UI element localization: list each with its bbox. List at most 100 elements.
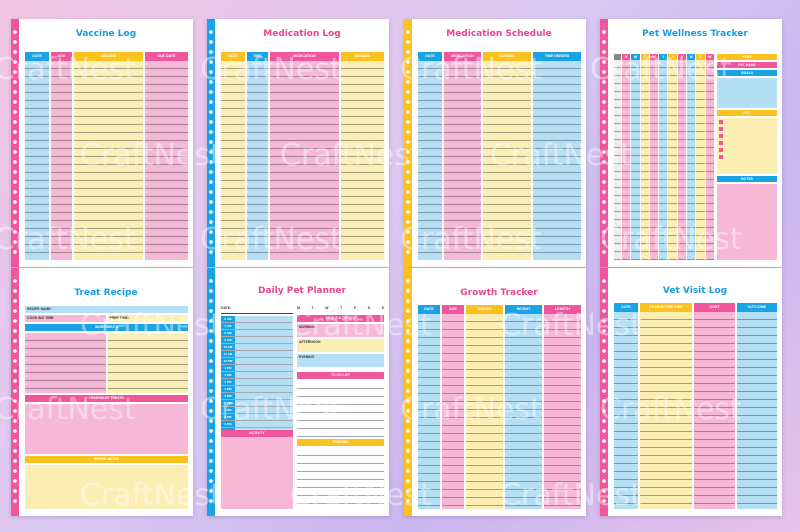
page-title: Pet Wellness Tracker — [642, 29, 748, 39]
time-slot: 7 AM — [221, 323, 293, 330]
column-body — [270, 61, 339, 260]
time-label: 4 PM — [221, 386, 235, 392]
habit-cells — [631, 60, 640, 260]
time-slot: 8 AM — [221, 330, 293, 337]
column-body — [247, 61, 268, 260]
time-label: 9 AM — [221, 337, 235, 343]
day-numbers — [614, 60, 621, 260]
recipe-name-field: RECIPE NAME: — [25, 306, 188, 313]
column-body — [25, 61, 49, 260]
spine-binding — [600, 19, 608, 267]
time-slot: 9 PM — [221, 421, 293, 428]
habit-column: M — [687, 54, 696, 260]
column-body — [544, 314, 581, 509]
column-body — [418, 314, 440, 509]
day-header: T — [659, 54, 668, 60]
time-slot: 6 AM — [221, 316, 293, 323]
log-table: DATE MEDICATION DOSAGE TIME NEEDED — [418, 52, 581, 260]
time-label: 8 PM — [221, 414, 235, 420]
column-body — [482, 61, 531, 260]
page-vaccine-log: Vaccine Log DATE AGE VACCINE DUE DATE — [11, 19, 193, 267]
habit-cells — [696, 60, 705, 260]
time-label: 11 AM — [221, 351, 235, 357]
log-table: DATE REASON FOR VISIT COST OUTCOME — [614, 303, 777, 509]
homemade-treats-area — [25, 404, 188, 454]
time-slot: 9 AM — [221, 337, 293, 344]
column-body — [74, 61, 143, 260]
spine-binding — [404, 19, 412, 267]
time-label: 2 PM — [221, 372, 235, 378]
habit-column: S — [622, 54, 631, 260]
column-body — [694, 312, 735, 509]
column-body — [466, 314, 503, 509]
habit-cells — [622, 60, 631, 260]
column-header: HEIGHT — [505, 305, 542, 314]
side-header-pet-name: PET NAME — [717, 62, 777, 68]
habit-column: W — [705, 54, 714, 260]
column-header: AGE — [442, 305, 464, 314]
column-body — [144, 61, 188, 260]
side-header-year: YEAR — [717, 54, 777, 60]
column-body — [532, 61, 581, 260]
training-list — [297, 448, 384, 509]
column-header: TIME NEEDED — [532, 52, 581, 61]
time-slot: 6 PM — [221, 400, 293, 407]
time-slot: 1 PM — [221, 365, 293, 372]
day-header: F — [668, 54, 677, 60]
column-header: DOSAGE — [340, 52, 384, 61]
column-header: MEDICATION — [270, 52, 339, 61]
weekday-label: T — [311, 306, 314, 310]
column-body — [418, 61, 442, 260]
habit-column: S — [677, 54, 687, 260]
ring-holes — [208, 278, 215, 506]
recipe-notes-header: RECIPE NOTES — [25, 456, 188, 463]
page-title: Treat Recipe — [74, 288, 138, 298]
habit-cells — [687, 60, 696, 260]
time-label: 7 AM — [221, 323, 235, 329]
habit-column: W — [649, 54, 659, 260]
ring-holes — [405, 278, 412, 506]
weekday-label: M — [297, 306, 300, 310]
page-medication-schedule: Medication Schedule DATE MEDICATION DOSA… — [404, 19, 586, 267]
homemade-treats-header: HOMEMADE TREATS — [25, 395, 188, 402]
weekday-label: S — [367, 306, 370, 310]
habit-cells — [677, 60, 687, 260]
spine-binding — [404, 268, 412, 516]
spine-binding — [11, 268, 19, 516]
time-slot: 10 AM — [221, 344, 293, 351]
day-header: W — [705, 54, 714, 60]
schedule-timeline: 6 AM 7 AM 8 AM 9 AM 10 AM 11 AM 12 PM 1 PM 2 PM 3… — [221, 316, 293, 435]
time-label: 1 PM — [221, 365, 235, 371]
habit-cells — [659, 60, 668, 260]
time-label: 8 AM — [221, 330, 235, 336]
day-header: W — [649, 54, 659, 60]
habit-column: T — [640, 54, 649, 260]
column-header: REASON FOR VISIT — [640, 303, 693, 312]
log-table: DATE TIME MEDICATION DOSAGE — [221, 52, 384, 260]
column-header: LENGTH — [544, 305, 581, 314]
day-header: S — [622, 54, 631, 60]
column-body — [442, 314, 464, 509]
side-header-goals: GOALS — [717, 70, 777, 76]
time-slot: 4 PM — [221, 386, 293, 393]
time-label: 9 PM — [221, 421, 235, 427]
time-slot: 3 PM — [221, 379, 293, 386]
ring-holes — [405, 29, 412, 257]
time-slot: 11 AM — [221, 351, 293, 358]
log-table: DATE AGE WEIGHT HEIGHT LENGTH — [418, 305, 581, 509]
time-label: 10 AM — [221, 344, 235, 350]
column-header: DUE DATE — [144, 52, 188, 61]
habit-column: T — [696, 54, 705, 260]
spine-binding — [207, 19, 215, 267]
column-body — [614, 312, 638, 509]
day-header: S — [677, 54, 687, 60]
habit-column: T — [659, 54, 668, 260]
day-header: T — [640, 54, 649, 60]
page-growth-tracker: Growth Tracker DATE AGE WEIGHT HEIGHT LE… — [404, 268, 586, 516]
ring-holes — [208, 29, 215, 257]
day-header: T — [696, 54, 705, 60]
spine-binding — [600, 268, 608, 516]
evening-slot: EVENING — [297, 354, 384, 367]
weekday-label: F — [353, 306, 357, 310]
